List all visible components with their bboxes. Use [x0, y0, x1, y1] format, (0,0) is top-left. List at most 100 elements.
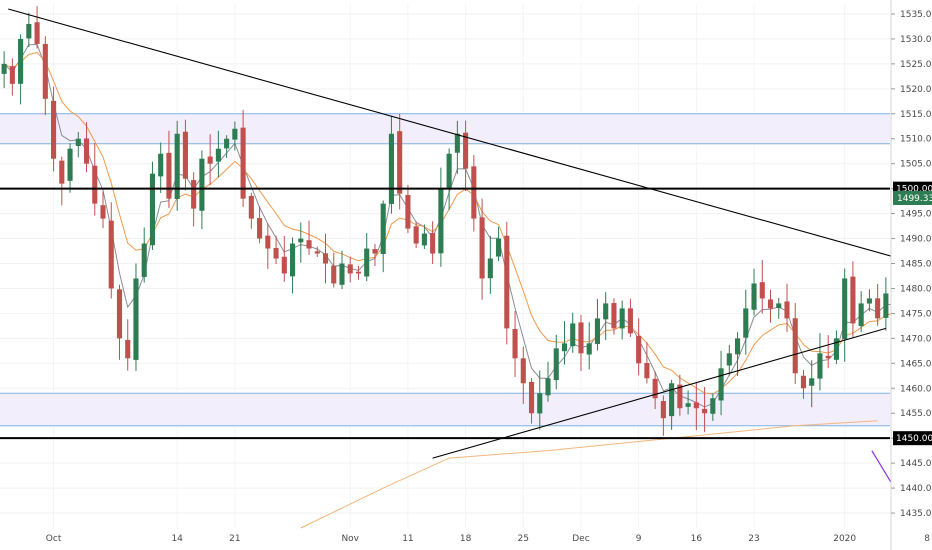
candle-body [224, 138, 230, 149]
candle-body [751, 283, 757, 310]
x-tick-label: 2020 [833, 534, 856, 544]
y-tick-label: 1440.00 [900, 484, 932, 494]
candle-body [92, 165, 98, 204]
candle-body [685, 403, 691, 407]
candle-body [34, 22, 40, 44]
candle-body [314, 251, 320, 254]
candle-body [364, 248, 370, 277]
candle-body [397, 131, 403, 194]
x-tick-label: Oct [46, 534, 62, 544]
horizontal-levels [0, 187, 890, 440]
candle-body [842, 278, 848, 340]
level-price-badge [893, 431, 932, 446]
candle-body [199, 158, 205, 211]
candle-body [232, 128, 238, 140]
candle-body [759, 282, 765, 299]
candle-body [718, 368, 724, 401]
ma-long-line [300, 420, 878, 529]
candle-body [207, 156, 213, 164]
candle-body [479, 217, 485, 279]
candle-body [405, 195, 411, 229]
x-tick-label: 8 [924, 534, 930, 544]
candle-body [636, 336, 642, 364]
candle-body [59, 160, 65, 184]
y-tick-label: 1455.00 [900, 409, 932, 419]
x-tick-label: 14 [171, 534, 183, 544]
candle-body [710, 398, 716, 414]
candle-body [26, 23, 32, 39]
grid [0, 4, 928, 528]
candle-body [281, 256, 287, 274]
candle-body [240, 127, 246, 199]
candle-body [42, 43, 48, 99]
trendline [432, 327, 887, 459]
candle-body [421, 233, 427, 246]
candle-body [1, 63, 7, 74]
candle-body [702, 408, 708, 414]
candle-body [537, 393, 543, 414]
candle-body [248, 195, 254, 219]
candle-body [67, 148, 73, 181]
candle-body [306, 240, 312, 249]
y-tick-label: 1490.00 [900, 235, 932, 245]
candle-body [734, 338, 741, 355]
candle-body [331, 265, 337, 284]
support-resistance-zones [0, 113, 890, 427]
candle-body [743, 308, 749, 338]
candle-body [347, 264, 353, 274]
candle-body [578, 322, 584, 354]
candle-body [603, 303, 609, 320]
candle-body [809, 378, 815, 386]
candle-body [561, 343, 568, 352]
y-tick-label: 1510.00 [900, 135, 932, 145]
candle-body [355, 271, 362, 274]
candle-body [108, 220, 114, 289]
y-tick-label: 1460.00 [900, 384, 932, 394]
candle-body [182, 131, 188, 179]
candle-body [471, 166, 477, 219]
candle-body [257, 218, 263, 239]
candle-body [298, 238, 304, 243]
candle-body [858, 303, 864, 327]
candle-body [875, 298, 881, 319]
candle-body [463, 132, 469, 169]
zone-fill [0, 393, 890, 426]
level-price-badge-label: 1500.00 [896, 185, 932, 195]
candle-body [322, 253, 329, 264]
candle-body [166, 152, 172, 199]
y-tick-label: 1535.00 [900, 10, 932, 20]
candle-body [413, 226, 419, 244]
candle-body [446, 153, 452, 190]
level-price-badge-label: 1450.00 [896, 434, 932, 444]
candle-body [504, 235, 510, 329]
candle-body [372, 249, 378, 254]
candle-body [833, 338, 839, 360]
trendline [8, 8, 932, 269]
x-tick-label: 25 [518, 534, 529, 544]
candle-body [174, 133, 180, 199]
candle-body [9, 66, 15, 84]
x-tick-label: 21 [229, 534, 240, 544]
trendlines [8, 8, 932, 459]
candle-body [18, 38, 24, 84]
time-axis: Oct 14 21 Nov 11 18 25 Dec 9 16 23 2020 8 [46, 534, 930, 544]
candle-body [388, 133, 394, 204]
candle-body [149, 173, 156, 246]
candle-body [100, 205, 106, 219]
candle-body [586, 343, 592, 355]
candle-body [850, 276, 856, 324]
candle-body [883, 293, 889, 318]
candle-body [438, 188, 444, 254]
y-tick-label: 1445.00 [900, 459, 932, 469]
candle-body [141, 243, 147, 277]
candle-body [660, 401, 666, 419]
candle-body [430, 232, 436, 254]
candle-body [116, 289, 123, 339]
candle-body [866, 298, 872, 304]
candle-body [289, 243, 296, 277]
y-tick-label: 1435.00 [900, 509, 932, 519]
candle-body [767, 299, 774, 309]
x-tick-label: Nov [341, 534, 359, 544]
